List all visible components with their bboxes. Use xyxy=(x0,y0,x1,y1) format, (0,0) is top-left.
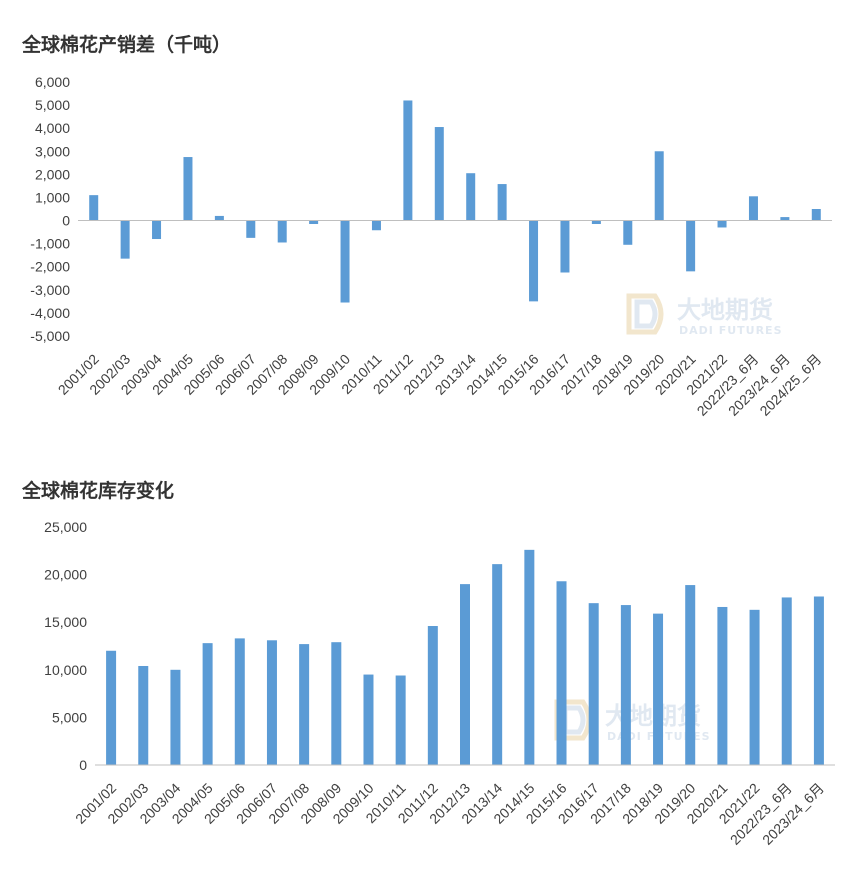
bar xyxy=(246,220,256,238)
bar xyxy=(811,209,821,221)
bar xyxy=(497,184,507,221)
bar xyxy=(653,613,664,765)
bar xyxy=(685,585,696,765)
bar xyxy=(748,196,758,221)
chart-title: 全球棉花库存变化 xyxy=(22,480,175,502)
y-tick-label: -2,000 xyxy=(30,259,70,275)
bar xyxy=(331,642,342,765)
bar xyxy=(403,100,413,221)
bar xyxy=(556,581,567,765)
y-tick-label: 20,000 xyxy=(44,567,87,583)
y-tick-label: 5,000 xyxy=(35,97,70,113)
bar xyxy=(277,220,287,243)
bar xyxy=(717,606,728,765)
watermark-name: 大地期货 xyxy=(677,296,773,324)
bar xyxy=(591,220,601,225)
y-tick-label: -4,000 xyxy=(30,305,70,321)
bar xyxy=(371,220,381,231)
bar xyxy=(214,215,224,221)
bar xyxy=(780,217,790,221)
bar xyxy=(460,584,470,765)
bar xyxy=(106,650,117,765)
logo-outer-shape xyxy=(626,293,664,335)
chart-title: 全球棉花产销差（千吨） xyxy=(22,34,232,56)
bar xyxy=(529,220,539,302)
y-tick-label: 1,000 xyxy=(35,189,70,205)
watermark-english: DADI FUTURES xyxy=(679,324,783,337)
bar xyxy=(623,220,633,245)
y-tick-label: 15,000 xyxy=(44,614,87,630)
y-tick-label: 6,000 xyxy=(35,74,70,90)
y-tick-label: 3,000 xyxy=(35,143,70,159)
y-tick-label: 2,000 xyxy=(35,166,70,182)
bar xyxy=(654,151,664,221)
logo-inner-shape xyxy=(634,299,658,329)
dadi-logo-icon xyxy=(626,293,664,335)
bar xyxy=(202,643,213,765)
bar xyxy=(183,157,193,221)
bar xyxy=(686,220,696,272)
bar xyxy=(395,675,406,765)
bar xyxy=(813,596,824,765)
bar xyxy=(588,603,599,765)
bar xyxy=(466,173,476,221)
bar xyxy=(309,220,319,225)
y-tick-label: 25,000 xyxy=(44,519,87,535)
bar xyxy=(492,564,503,765)
y-tick-label: -1,000 xyxy=(30,236,70,252)
y-tick-label: -3,000 xyxy=(30,282,70,298)
bar xyxy=(89,195,99,221)
bar xyxy=(152,220,162,240)
bar xyxy=(120,220,130,259)
bar xyxy=(749,609,760,765)
bar xyxy=(717,220,727,228)
logo-inner-shape xyxy=(562,705,586,735)
bar xyxy=(138,665,149,765)
bar xyxy=(234,638,245,765)
bar xyxy=(560,220,570,273)
bar xyxy=(299,644,310,765)
bar xyxy=(340,220,350,303)
y-tick-label: 5,000 xyxy=(52,709,87,725)
bar xyxy=(266,640,277,765)
y-tick-label: -5,000 xyxy=(30,328,70,344)
bar xyxy=(363,674,374,765)
bar xyxy=(524,549,535,765)
y-tick-label: 0 xyxy=(62,213,70,229)
y-tick-label: 0 xyxy=(79,757,87,773)
y-tick-label: 10,000 xyxy=(44,662,87,678)
bar xyxy=(620,605,631,765)
bar xyxy=(170,669,181,765)
bar xyxy=(434,127,444,221)
chart-panel-production-consumption-gap: 全球棉花产销差（千吨） 大地期货 DADI FUTURES 6,000 5,000 4,… xyxy=(22,34,832,419)
bar xyxy=(781,597,792,765)
bar xyxy=(427,626,438,765)
y-tick-label: 4,000 xyxy=(35,120,70,136)
